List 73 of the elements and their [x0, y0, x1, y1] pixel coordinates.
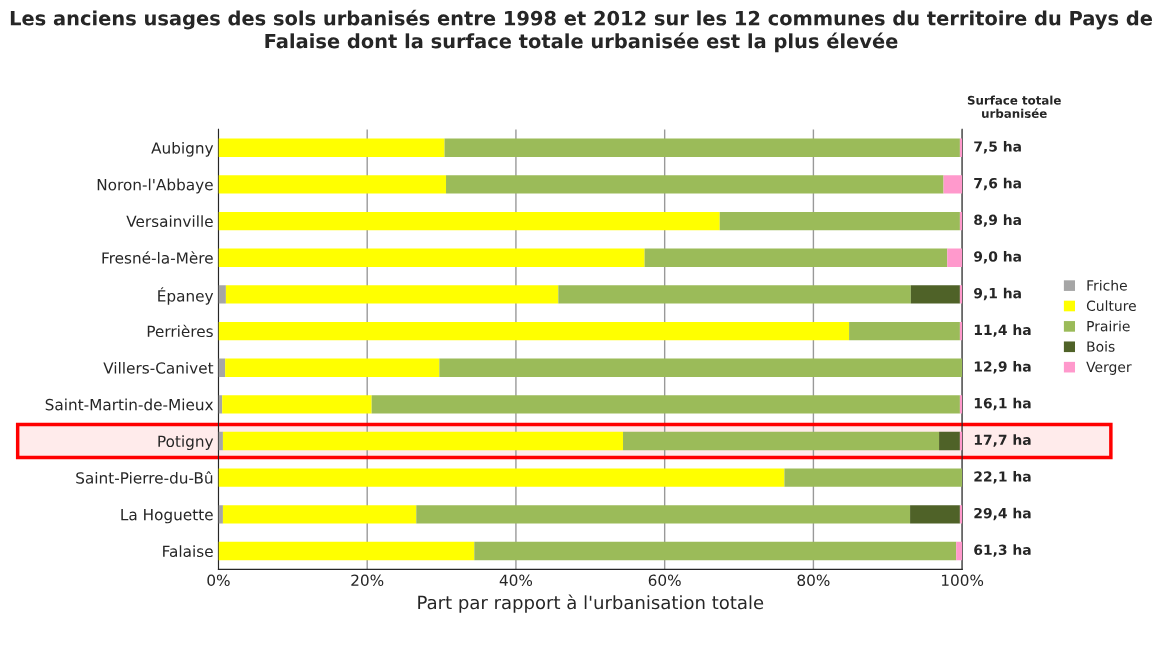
text: 11,4 ha [974, 324, 1031, 337]
legend-label: Bois [1087, 341, 1115, 352]
bar [959, 285, 963, 304]
x-tick-label: 80% [797, 574, 830, 587]
text: 29,4 ha [974, 507, 1031, 521]
legend-label: Verger [1086, 361, 1132, 375]
bar [218, 321, 850, 341]
bar [959, 395, 963, 414]
bar [849, 321, 960, 341]
bar [218, 248, 645, 267]
text: 61,3 ha [974, 544, 1031, 557]
y-tick-label: Versainville [126, 215, 213, 228]
y-tick-label: Fresné-la-Mère [102, 251, 213, 264]
bar [623, 431, 940, 451]
bar [947, 248, 963, 267]
bar [218, 505, 223, 524]
bar [719, 211, 960, 231]
text: 7,6 ha [974, 177, 1021, 191]
bar [218, 211, 720, 231]
text: 7,5 ha [974, 141, 1021, 154]
bar [218, 175, 447, 194]
bar [222, 431, 624, 451]
bar [371, 395, 960, 414]
text: 16,1 ha [974, 397, 1031, 411]
bar [222, 395, 372, 414]
text: 22,1 ha [974, 470, 1031, 484]
y-tick-label: Potigny [158, 435, 214, 451]
y-tick-label: Perrières [147, 324, 213, 338]
bar [225, 285, 559, 304]
bar [910, 505, 960, 524]
bar [939, 431, 960, 451]
x-tick-label: 60% [648, 574, 681, 587]
bar [439, 358, 963, 377]
y-tick-label: Villers-Canivet [103, 361, 214, 374]
x-tick-label: 40% [499, 574, 533, 587]
legend-label: Friche [1087, 279, 1127, 291]
text: 17,7 ha [974, 434, 1031, 447]
bar [784, 468, 963, 487]
bar [218, 285, 226, 304]
bar [225, 358, 440, 377]
bar [644, 248, 948, 267]
y-tick-label: Noron-l'Abbaye [97, 178, 213, 194]
bar [558, 285, 911, 304]
x-tick-label: 0% [207, 574, 230, 587]
y-tick-label: La Hoguette [121, 509, 213, 524]
text: Surface totale urbanisée [967, 95, 1061, 118]
bar [218, 541, 475, 561]
text: 8,9 ha [974, 214, 1021, 227]
bar [474, 541, 957, 561]
y-tick-label: Épaney [158, 287, 214, 305]
x-axis-title: Part par rapport à l'urbanisation totale [418, 594, 764, 613]
chart-title: Les anciens usages des sols urbanisés entre 1998 et 2012 sur les 12 communes du territoire du Pays de Falaise dont la surface totale urbanisée est la plus élevée [10, 9, 1152, 53]
legend-label: Culture [1086, 300, 1136, 312]
bar [943, 175, 963, 194]
text: 9,0 ha [974, 251, 1021, 264]
legend-label: Prairie [1087, 320, 1130, 332]
bar [910, 285, 960, 304]
x-tick-label: 100% [941, 574, 984, 587]
bar [222, 505, 417, 524]
y-tick-label: Falaise [163, 545, 213, 558]
y-tick-label: Saint-Pierre-du-Bû [76, 471, 213, 484]
bar [959, 505, 963, 524]
bar [218, 468, 785, 487]
bar [446, 175, 944, 194]
bar [956, 541, 963, 561]
x-tick-label: 20% [351, 574, 384, 587]
text: 12,9 ha [974, 360, 1031, 374]
bar [416, 505, 911, 524]
bar [444, 138, 960, 157]
text: 9,1 ha [974, 287, 1021, 301]
y-tick-label: Saint-Martin-de-Mieux [45, 398, 214, 411]
y-tick-label: Aubigny [151, 141, 214, 157]
bar [218, 138, 445, 157]
